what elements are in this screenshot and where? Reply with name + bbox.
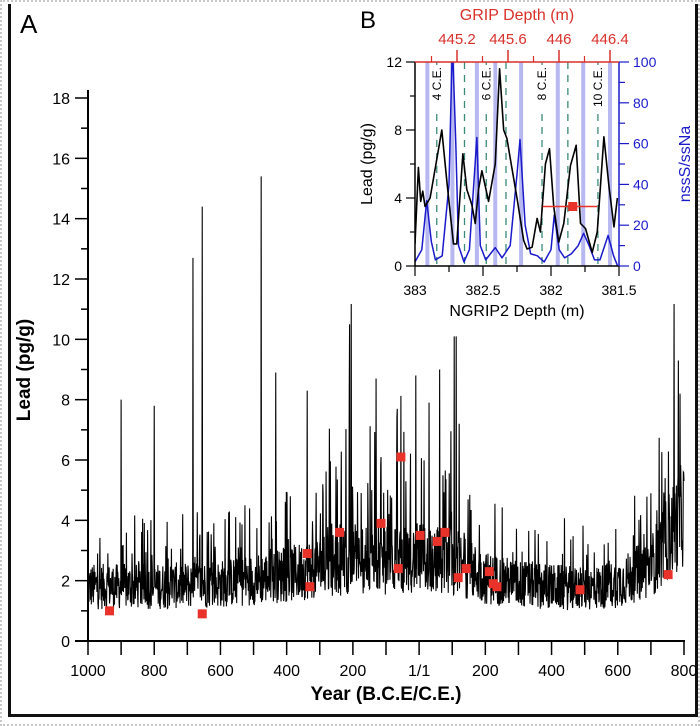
- inset-x-tick-label: 381.5: [601, 282, 636, 298]
- inset-x-tick-label: 382.5: [465, 282, 500, 298]
- top-tick-label: 446.4: [591, 31, 629, 48]
- x-tick-label: 400: [273, 663, 300, 680]
- inset-y2-tick-label: 40: [633, 176, 649, 192]
- inset-y-tick-label: 8: [394, 122, 402, 138]
- red-data-marker: [461, 564, 471, 574]
- y-tick-label: 8: [61, 393, 70, 410]
- inset-y2-tick-label: 20: [633, 217, 649, 233]
- inset-y-axis-label: Lead (pg/g): [359, 123, 376, 205]
- lead-series-line: [87, 176, 685, 611]
- red-data-marker: [396, 452, 406, 462]
- inset-y2-axis-label: nssS/ssNa: [677, 126, 694, 203]
- red-data-marker: [302, 549, 312, 559]
- year-label: 4 C.E.: [430, 67, 444, 100]
- panel-label-a: A: [20, 9, 38, 39]
- red-data-marker: [575, 585, 585, 595]
- year-label-background: [429, 65, 444, 111]
- inset-y-tick-label: 4: [394, 190, 402, 206]
- inset-plot-area: 4 C.E. 6 C.E. 8 C.E. 10 C.E.: [415, 62, 619, 266]
- red-data-marker: [492, 582, 502, 592]
- year-label-background: [590, 65, 605, 111]
- x-tick-label: 800: [141, 663, 168, 680]
- inset-y-tick-label: 0: [394, 258, 402, 274]
- inset-y2-tick-label: 60: [633, 136, 649, 152]
- panel-label-b: B: [360, 7, 376, 34]
- nss-ratio-series-line: [415, 62, 619, 266]
- y-axis-label: Lead (pg/g): [14, 319, 35, 421]
- red-data-marker: [105, 606, 115, 616]
- red-data-marker: [432, 536, 442, 546]
- x-tick-label: 200: [472, 663, 499, 680]
- red-data-marker: [393, 564, 403, 574]
- red-data-marker: [415, 530, 425, 540]
- top-axis-label: GRIP Depth (m): [460, 7, 574, 24]
- x-tick-label: 800: [671, 663, 698, 680]
- red-data-marker: [453, 573, 463, 583]
- year-label: 8 C.E.: [535, 67, 549, 100]
- top-tick-label: 446: [546, 31, 571, 48]
- inset-x-tick-label: 383: [403, 282, 427, 298]
- red-data-marker: [376, 518, 386, 528]
- figure-panel: [8, 4, 698, 717]
- x-tick-label: 400: [538, 663, 565, 680]
- y-tick-label: 6: [61, 453, 70, 470]
- inset-x-axis-label: NGRIP2 Depth (m): [449, 303, 584, 320]
- inset-y-tick-label: 12: [386, 54, 402, 70]
- year-label-background: [479, 65, 494, 111]
- red-data-marker: [440, 527, 450, 537]
- inset-y2-tick-label: 100: [633, 54, 657, 70]
- y-tick-label: 0: [61, 634, 70, 651]
- inset-y2-tick-label: 0: [633, 258, 641, 274]
- red-data-marker: [305, 582, 315, 592]
- y-tick-label: 4: [61, 513, 70, 530]
- y-tick-label: 14: [52, 212, 70, 229]
- red-data-marker: [663, 570, 673, 580]
- year-label-background: [535, 65, 550, 111]
- x-tick-label: 1/1: [408, 663, 430, 680]
- x-tick-label: 200: [340, 663, 367, 680]
- x-tick-label: 600: [604, 663, 631, 680]
- x-tick-label: 600: [207, 663, 234, 680]
- year-label: 10 C.E.: [591, 67, 605, 107]
- y-tick-label: 2: [61, 574, 70, 591]
- x-axis-label: Year (B.C.E/C.E.): [311, 684, 462, 705]
- inset-y2-tick-label: 80: [633, 95, 649, 111]
- lead-inset-series-line: [415, 68, 619, 254]
- year-label: 6 C.E.: [479, 67, 493, 100]
- red-data-marker: [484, 567, 494, 577]
- x-tick-label: 1000: [70, 663, 106, 680]
- inset-red-marker: [568, 202, 578, 211]
- inset-background: [340, 4, 692, 304]
- red-data-marker: [335, 527, 345, 537]
- inset-x-tick-label: 382: [539, 282, 563, 298]
- y-tick-label: 10: [52, 332, 70, 349]
- top-tick-label: 445.2: [438, 31, 476, 48]
- y-tick-label: 16: [52, 151, 70, 168]
- red-data-marker: [197, 609, 207, 619]
- y-tick-label: 12: [52, 272, 70, 289]
- y-tick-label: 18: [52, 91, 70, 108]
- top-tick-label: 445.6: [489, 31, 527, 48]
